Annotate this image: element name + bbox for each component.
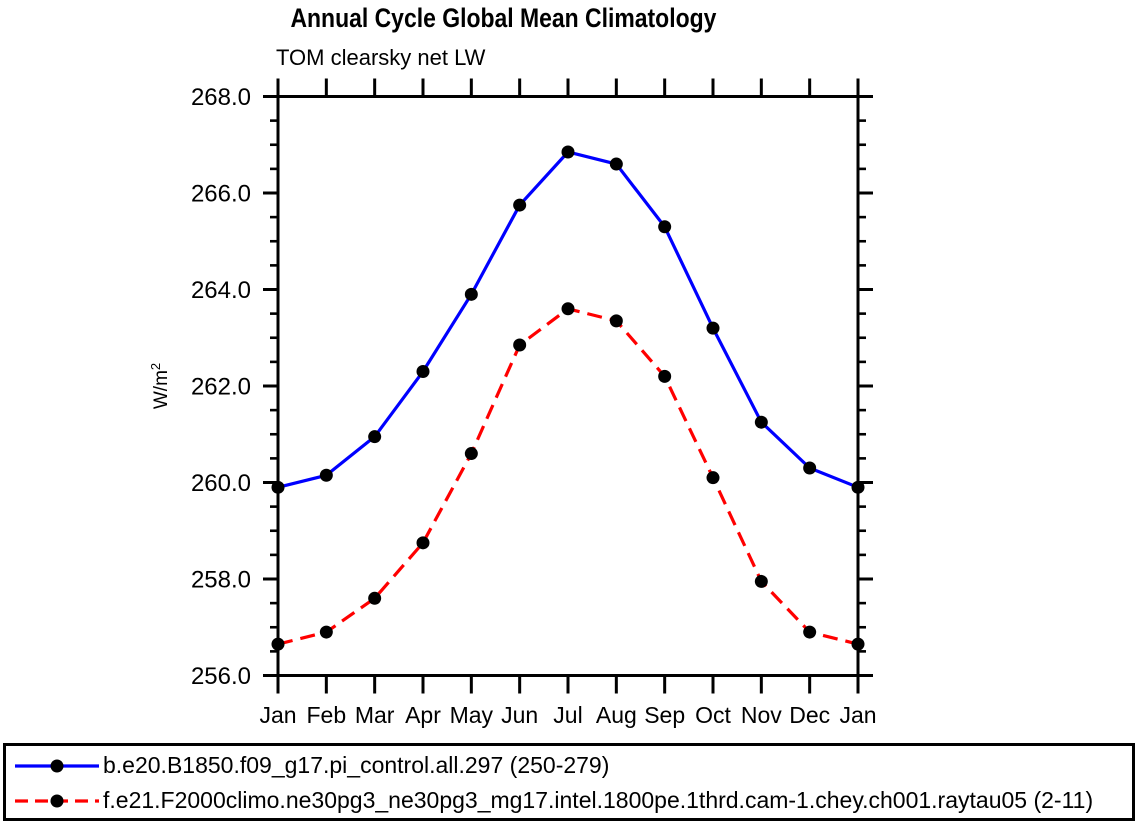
plot-box — [276, 95, 860, 677]
legend-label: f.e21.F2000climo.ne30pg3_ne30pg3_mg17.in… — [103, 787, 1094, 813]
svg-text:Mar: Mar — [355, 702, 395, 728]
svg-text:Jun: Jun — [501, 702, 538, 728]
svg-text:Oct: Oct — [695, 702, 731, 728]
svg-text:256.0: 256.0 — [191, 663, 251, 690]
y-axis-tick-labels: 256.0 258.0 260.0 262.0 264.0 266.0 268.0 — [191, 84, 251, 690]
legend-box: b.e20.B1850.f09_g17.pi_control.all.297 (… — [3, 743, 1135, 821]
svg-text:Dec: Dec — [789, 702, 830, 728]
svg-text:Jul: Jul — [553, 702, 582, 728]
svg-text:262.0: 262.0 — [191, 374, 251, 401]
svg-text:Apr: Apr — [405, 702, 441, 728]
svg-text:Jan: Jan — [259, 702, 296, 728]
svg-text:264.0: 264.0 — [191, 277, 251, 304]
chart-title: Annual Cycle Global Mean Climatology — [290, 3, 717, 33]
chart-subtitle: TOM clearsky net LW — [276, 45, 486, 70]
x-axis-ticks — [276, 78, 860, 694]
svg-text:May: May — [450, 702, 494, 728]
series-line-0 — [277, 150, 859, 489]
plot-area: 256.0 258.0 260.0 262.0 264.0 266.0 268.0 Jan Fe… — [148, 78, 877, 728]
x-axis-tick-labels: Jan Feb Mar Apr May Jun Jul Aug Sep Oct Nov Dec Jan — [259, 702, 876, 728]
svg-text:Nov: Nov — [741, 702, 782, 728]
legend-line-sample-series-0 — [15, 759, 99, 772]
legend-label: b.e20.B1850.f09_g17.pi_control.all.297 (… — [103, 752, 610, 778]
legend-line-sample-series-1 — [15, 794, 99, 807]
series-line-1 — [277, 307, 859, 646]
legend-item: f.e21.F2000climo.ne30pg3_ne30pg3_mg17.in… — [12, 783, 1132, 818]
svg-text:Feb: Feb — [307, 702, 347, 728]
svg-text:Aug: Aug — [596, 702, 637, 728]
y-axis-ticks — [263, 95, 873, 677]
svg-text:Jan: Jan — [839, 702, 876, 728]
legend-item: b.e20.B1850.f09_g17.pi_control.all.297 (… — [12, 748, 1132, 783]
y-axis-title: W/m2 — [148, 363, 172, 409]
svg-text:268.0: 268.0 — [191, 84, 251, 111]
svg-text:Sep: Sep — [644, 702, 685, 728]
series-markers-1 — [271, 302, 865, 651]
svg-text:260.0: 260.0 — [191, 470, 251, 497]
svg-text:266.0: 266.0 — [191, 181, 251, 208]
series-markers-0 — [271, 145, 865, 494]
svg-text:258.0: 258.0 — [191, 567, 251, 594]
